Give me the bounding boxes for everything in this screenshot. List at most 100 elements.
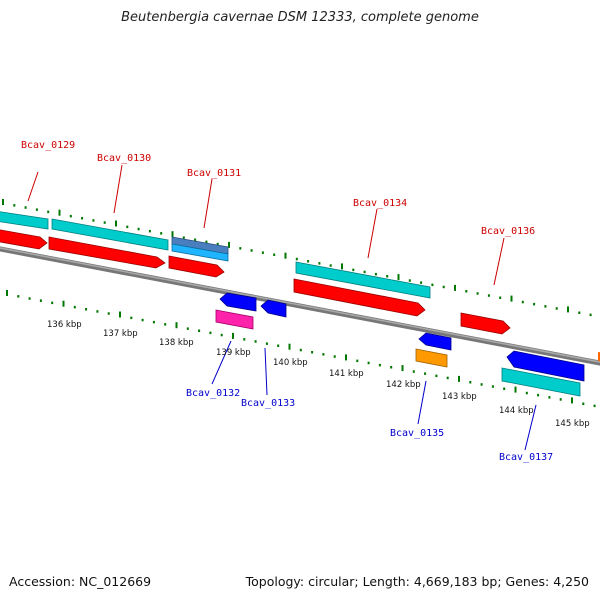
minor-tick — [277, 344, 280, 347]
major-tick — [397, 274, 400, 281]
minor-tick — [356, 359, 359, 363]
minor-tick — [582, 402, 585, 405]
major-tick — [119, 311, 121, 318]
minor-tick — [152, 320, 155, 324]
minor-tick — [17, 295, 20, 298]
minor-tick — [254, 340, 257, 343]
minor-tick — [51, 301, 54, 305]
minor-tick — [491, 385, 494, 388]
reverse-features — [215, 292, 600, 397]
minor-tick — [92, 219, 95, 222]
minor-tick — [205, 240, 208, 244]
minor-tick — [548, 396, 551, 399]
minor-tick — [521, 300, 524, 304]
minor-tick — [435, 374, 438, 378]
scale-label-142: 142 kbp — [386, 380, 421, 390]
minor-tick — [333, 355, 336, 358]
minor-tick — [503, 387, 506, 390]
minor-tick — [299, 348, 302, 352]
minor-tick — [24, 206, 27, 209]
minor-tick — [216, 242, 219, 246]
minor-tick — [378, 363, 381, 367]
minor-tick — [194, 238, 197, 241]
minor-tick — [593, 404, 596, 408]
minor-tick — [250, 249, 253, 252]
minor-tick — [544, 305, 547, 308]
minor-tick — [141, 318, 144, 322]
genome-summary-text: Topology: circular; Length: 4,669,183 bp… — [245, 574, 589, 589]
reverse-leaders — [211, 340, 537, 451]
major-tick — [171, 231, 174, 238]
scale-label-144: 144 kbp — [499, 406, 534, 416]
minor-tick — [386, 275, 389, 278]
major-tick — [571, 397, 573, 404]
minor-tick — [81, 217, 84, 220]
accession-text: Accession: NC_012669 — [9, 574, 152, 589]
minor-tick — [533, 302, 536, 306]
gene-label-bcav-0130: Bcav_0130 — [97, 153, 151, 164]
gene-bar-0131b — [171, 243, 229, 262]
major-tick — [115, 220, 117, 227]
minor-tick — [307, 260, 310, 263]
genome-backbone — [0, 246, 600, 366]
major-tick — [2, 199, 4, 205]
rev-gene-bar-0132 — [215, 309, 254, 330]
minor-tick — [367, 361, 370, 365]
major-tick — [510, 295, 513, 302]
cds-arrow-0131 — [168, 255, 225, 278]
minor-tick — [137, 227, 140, 231]
minor-tick — [322, 353, 325, 356]
minor-tick — [480, 383, 483, 386]
minor-tick — [295, 257, 298, 261]
gene-bar-0130 — [51, 218, 169, 251]
minor-tick — [329, 264, 332, 267]
minor-tick — [469, 381, 472, 384]
minor-tick — [578, 311, 581, 314]
minor-tick — [243, 338, 246, 341]
gene-label-bcav-0136: Bcav_0136 — [481, 226, 535, 237]
scale-label-139: 139 kbp — [216, 348, 251, 358]
minor-tick — [537, 393, 540, 397]
minor-tick — [525, 391, 528, 395]
major-tick — [345, 354, 347, 361]
minor-tick — [273, 253, 276, 256]
scale-label-145: 145 kbp — [555, 419, 590, 429]
minor-tick — [446, 376, 449, 380]
tick-row-upper — [2, 199, 592, 317]
rev-cds-arrow-0132 — [219, 292, 257, 312]
scale-label-138: 138 kbp — [159, 338, 194, 348]
minor-tick — [28, 297, 31, 300]
rev-gene-bar-0137 — [501, 367, 581, 397]
gene-label-bcav-0131: Bcav_0131 — [187, 168, 241, 179]
minor-tick — [182, 236, 185, 239]
forward-features — [0, 211, 511, 335]
minor-tick — [363, 270, 366, 274]
gene-bar-0134 — [295, 261, 431, 299]
scale-label-136: 136 kbp — [47, 320, 82, 330]
gene-label-bcav-0137: Bcav_0137 — [499, 452, 553, 463]
scale-label-140: 140 kbp — [273, 358, 308, 368]
minor-tick — [73, 305, 76, 309]
major-tick — [341, 263, 343, 270]
scale-label-137: 137 kbp — [103, 329, 138, 339]
minor-tick — [487, 294, 490, 297]
minor-tick — [160, 232, 163, 235]
minor-tick — [589, 313, 592, 317]
minor-tick — [261, 251, 264, 254]
minor-tick — [107, 312, 110, 315]
cds-arrow-0130 — [48, 236, 166, 269]
major-tick — [514, 386, 517, 393]
minor-tick — [412, 370, 415, 373]
minor-tick — [265, 342, 268, 345]
rev-cds-arrow-0133 — [260, 299, 287, 318]
minor-tick — [465, 290, 468, 293]
rev-cds-arrow-0135 — [418, 332, 452, 351]
minor-tick — [186, 327, 189, 330]
minor-tick — [555, 307, 558, 310]
scale-label-141: 141 kbp — [329, 369, 364, 379]
scale-label-143: 143 kbp — [442, 392, 477, 402]
minor-tick — [198, 329, 201, 332]
gene-label-bcav-0132: Bcav_0132 — [186, 388, 240, 399]
minor-tick — [47, 210, 50, 214]
major-tick — [232, 332, 234, 339]
